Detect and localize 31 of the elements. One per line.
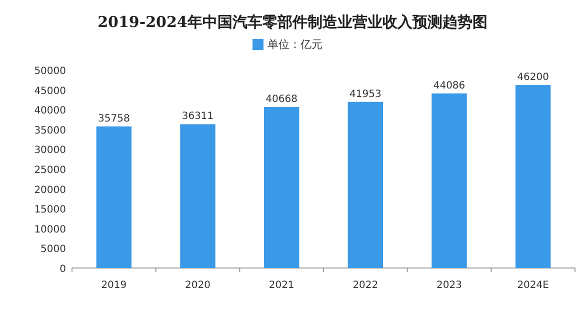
y-tick-label: 0	[60, 264, 66, 275]
y-tick-label: 45000	[34, 86, 66, 97]
legend-label: 单位：亿元	[268, 38, 322, 51]
data-label: 41953	[350, 88, 382, 100]
x-tick-label: 2023	[436, 280, 462, 291]
x-tick-label: 2019	[101, 280, 127, 291]
y-tick-label: 25000	[34, 165, 66, 176]
bar	[515, 85, 551, 268]
bar	[432, 93, 467, 268]
y-tick-label: 5000	[40, 244, 66, 256]
y-tick-label: 15000	[34, 204, 66, 216]
bar	[348, 102, 384, 268]
data-label: 46200	[517, 72, 549, 84]
bar	[264, 106, 300, 268]
y-tick-label: 40000	[34, 106, 66, 117]
x-tick-label: 2021	[268, 280, 294, 291]
bar	[96, 126, 132, 268]
data-label: 35758	[98, 113, 130, 124]
y-tick-label: 50000	[34, 66, 66, 77]
chart-title: 2019-2024年中国汽车零部件制造业营业收入预测趋势图	[98, 13, 488, 31]
data-label: 44086	[433, 80, 466, 92]
y-tick-label: 20000	[34, 184, 66, 196]
y-tick-label: 10000	[34, 224, 66, 236]
y-tick-label: 30000	[34, 145, 66, 156]
data-label: 40668	[266, 94, 298, 105]
x-tick-label: 2020	[185, 280, 210, 291]
x-tick-label: 2022	[352, 280, 378, 291]
x-tick-label: 2024E	[517, 280, 549, 291]
y-tick-label: 35000	[34, 125, 66, 136]
bar	[180, 124, 216, 268]
data-label: 36311	[182, 111, 214, 122]
